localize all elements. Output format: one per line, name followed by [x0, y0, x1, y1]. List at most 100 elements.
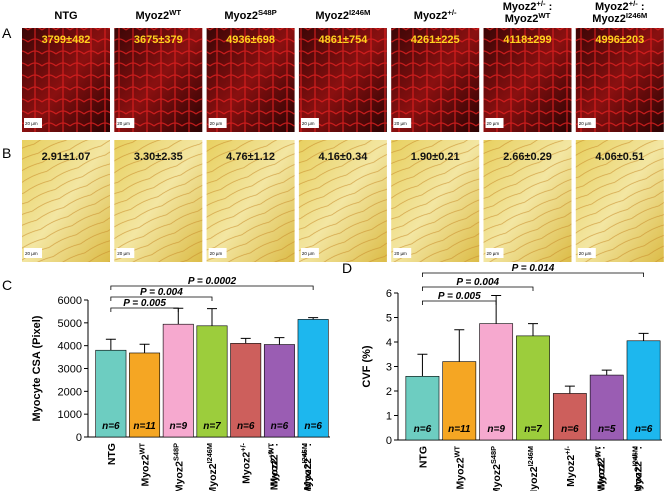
n-label: n=9 [487, 424, 505, 435]
label-line: Myoz2+/- [562, 445, 577, 486]
value-label: 4261±225 [411, 34, 460, 46]
label-line: Myoz2I246M [205, 443, 220, 491]
label-text: Myoz2 [136, 10, 170, 22]
value-label: 3799±482 [42, 34, 91, 46]
value-label: 4.76±1.12 [226, 151, 275, 163]
scale-bar-label: 20 µm [394, 121, 407, 126]
scale-bar-label: 20 µm [117, 121, 130, 126]
label-line: Myoz2I246M [300, 443, 315, 491]
label-text: Myoz2 [173, 461, 185, 491]
label-line: Myoz2S48P [224, 8, 276, 23]
y-tick-label: 1 [386, 411, 392, 423]
micrograph-a-texture [206, 28, 295, 132]
value-label: 4936±698 [226, 34, 275, 46]
scale-bar-label: 20 µm [487, 121, 500, 126]
label-line: Myoz2+/- : [266, 443, 281, 490]
y-tick-label: 4 [386, 337, 392, 349]
y-axis-label: Myocyte CSA (Pixel) [31, 315, 43, 421]
label-text: Myoz2 [454, 457, 466, 489]
error-bar [564, 385, 575, 394]
y-tick-label: 1000 [58, 409, 82, 421]
scale-bar-box [577, 248, 596, 258]
label-sup: +/- [630, 452, 639, 461]
label-text: Myoz2 [315, 10, 349, 22]
label-line: Myoz2+/- : [300, 443, 315, 490]
micrograph-a-texture [22, 28, 110, 132]
error-bar [105, 338, 116, 351]
label-text: Myoz2 [528, 466, 540, 491]
scale-bar-box [116, 248, 135, 258]
label-text: Myoz2 [503, 1, 537, 13]
label-text: Myoz2 [505, 13, 539, 25]
label-text: : [638, 1, 645, 13]
bar [196, 325, 228, 438]
n-label: n=6 [271, 421, 289, 432]
micrograph-b-texture [391, 140, 480, 262]
label-sup: WT [266, 442, 275, 454]
scale-bar-box [300, 118, 319, 128]
label-sup: S48P [489, 446, 498, 464]
label-line: Myoz2I246M [592, 11, 647, 26]
significance-bracket [110, 307, 179, 312]
label-line: Myoz2S48P [489, 446, 504, 491]
y-tick-label: 5000 [58, 318, 82, 330]
p-value: P = 0.004 [140, 287, 183, 298]
label-line: Myoz2S48P [171, 443, 186, 491]
label-line: Myoz2+/- [238, 442, 253, 483]
y-axis-label: CVF (%) [361, 345, 373, 388]
scale-bar-label: 20 µm [302, 121, 315, 126]
label-line: Myoz2WT [505, 11, 551, 26]
error-bar [207, 308, 217, 326]
label-text: : [268, 443, 280, 449]
scale-bar-box [208, 248, 227, 258]
label-line: Myoz2WT [266, 442, 281, 486]
scale-bar-label: 20 µm [302, 251, 315, 256]
bar [552, 393, 587, 441]
n-label: n=6 [561, 424, 579, 435]
label-text: NTG [106, 443, 118, 465]
panel-letter: A [2, 25, 12, 41]
label-sup: +/- [238, 442, 247, 451]
value-label: 2.66±0.29 [503, 151, 552, 163]
scale-bar-label: 20 µm [579, 251, 592, 256]
label-sup: WT [538, 11, 550, 20]
y-tick-label: 3 [386, 362, 392, 374]
label-sup: I246M [300, 443, 309, 463]
error-bar [308, 317, 319, 320]
label-sup: I246M [205, 443, 214, 463]
value-label: 1.90±0.21 [411, 151, 460, 163]
micrograph-b-texture [575, 140, 664, 262]
n-label: n=5 [598, 424, 616, 435]
label-line: Myoz2+/- : [630, 446, 645, 491]
label-text: Myoz2 [592, 13, 626, 25]
label-line: Myoz2WT [593, 445, 608, 489]
label-line: Myoz2+/- : [593, 446, 608, 491]
scale-bar-label: 20 µm [25, 121, 38, 126]
y-tick-label: 6000 [58, 295, 82, 307]
bar [405, 375, 440, 441]
value-label: 4.16±0.34 [318, 151, 368, 163]
label-sup: I246M [349, 8, 370, 17]
label-sup: S48P [171, 443, 180, 461]
label-sup: +/- [266, 449, 275, 458]
p-value: P = 0.014 [512, 263, 555, 274]
label-text: Myoz2 [268, 458, 280, 490]
bar [95, 349, 127, 438]
error-bar [417, 353, 428, 377]
label-line: Myoz2WT [452, 445, 467, 489]
n-label: n=6 [414, 424, 432, 435]
p-value: P = 0.004 [456, 277, 499, 288]
y-tick-label: 4000 [58, 341, 82, 353]
value-label: 4.06±0.51 [595, 151, 644, 163]
bar [129, 352, 161, 438]
label-text: Myoz2 [140, 454, 152, 486]
label-sup: +/- [562, 445, 571, 454]
micrograph-b-texture [483, 140, 572, 262]
n-label: n=11 [448, 424, 471, 435]
y-tick-label: 2000 [58, 386, 82, 398]
value-label: 4861±754 [318, 34, 368, 46]
label-sup: S48P [258, 8, 277, 17]
label-line: Myoz2I246M [630, 446, 645, 491]
micrograph-a-texture [391, 28, 480, 132]
